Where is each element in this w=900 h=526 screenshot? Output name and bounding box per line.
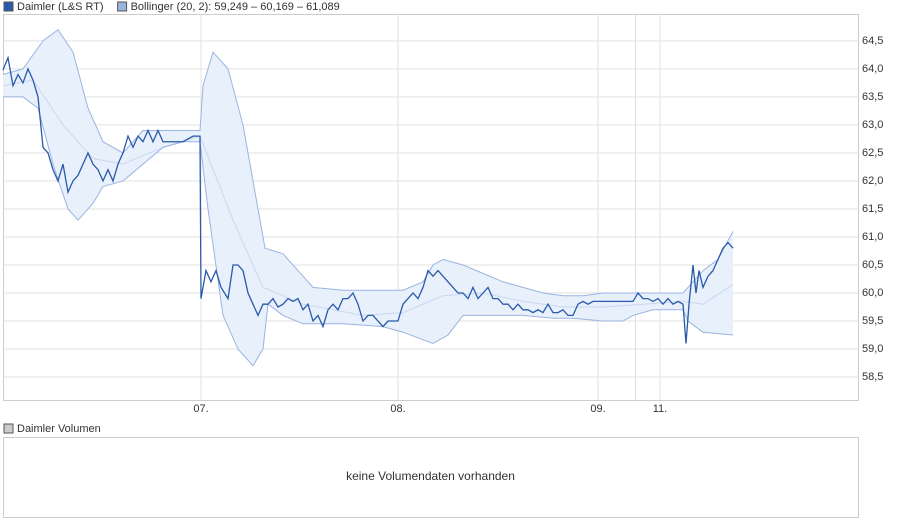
x-tick-label: 08. (390, 403, 405, 415)
y-tick-label: 64,5 (862, 35, 883, 47)
band-middle (2, 79, 734, 316)
y-tick-label: 60,5 (862, 259, 883, 271)
y-tick-label: 62,5 (862, 147, 883, 159)
y-tick-label: 61,5 (862, 203, 883, 215)
legend-label: Daimler (L&S RT) (17, 1, 104, 13)
volume-frame (3, 437, 859, 518)
empty-message: keine Volumendaten vorhanden (346, 469, 515, 483)
y-tick-label: 63,5 (862, 91, 883, 103)
legend-swatch (117, 1, 128, 12)
price-line (2, 55, 734, 344)
x-tick-label: 09. (590, 403, 605, 415)
y-tick-label: 62,0 (862, 175, 883, 187)
legend-label: Daimler Volumen (17, 423, 101, 435)
y-tick-label: 59,5 (862, 315, 883, 327)
y-tick-label: 63,0 (862, 119, 883, 131)
legend-swatch (3, 423, 14, 434)
y-tick-label: 64,0 (862, 63, 883, 75)
y-tick-label: 60,0 (862, 287, 883, 299)
y-tick-label: 58,5 (862, 371, 883, 383)
legend-swatch (3, 1, 14, 12)
legend-label: Bollinger (20, 2): 59,249 – 60,169 – 61,… (131, 1, 340, 13)
x-tick-label: 07. (193, 403, 208, 415)
band-upper (2, 28, 734, 297)
y-tick-label: 59,0 (862, 343, 883, 355)
band-lower (3, 96, 734, 367)
y-tick-label: 61,0 (862, 231, 883, 243)
x-tick-label: 11. (653, 403, 667, 415)
